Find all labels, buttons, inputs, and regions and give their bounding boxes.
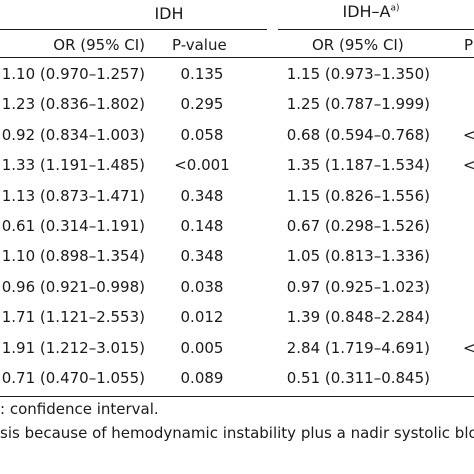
cell-or-ci-idh: 0.92 (0.834–1.003) bbox=[1, 126, 145, 144]
subheader-or-ci-idh: OR (95% CI) bbox=[53, 36, 145, 54]
group-rule-idh bbox=[0, 29, 267, 30]
cell-pvalue-idh: 0.058 bbox=[180, 126, 224, 144]
footnote-marker: a) bbox=[390, 3, 400, 14]
group-header-idh-a: IDH–Aa) bbox=[342, 2, 400, 21]
cell-pvalue-idh: 0.005 bbox=[180, 339, 224, 357]
cell-or-ci-idh: 0.61 (0.314–1.191) bbox=[1, 217, 145, 235]
cell-or-ci-idh-a: 0.97 (0.925–1.023) bbox=[286, 278, 430, 296]
cell-or-ci-idh-a: 1.25 (0.787–1.999) bbox=[286, 95, 430, 113]
cell-pvalue-idh: 0.148 bbox=[180, 217, 224, 235]
cell-or-ci-idh-a: 0.68 (0.594–0.768) bbox=[286, 126, 430, 144]
cell-pvalue-idh: 0.135 bbox=[180, 65, 224, 83]
cell-or-ci-idh-a: 2.84 (1.719–4.691) bbox=[286, 339, 430, 357]
cell-or-ci-idh-a: 1.15 (0.826–1.556) bbox=[286, 187, 430, 205]
cell-or-ci-idh: 1.13 (0.873–1.471) bbox=[1, 187, 145, 205]
cell-or-ci-idh: 0.96 (0.921–0.998) bbox=[1, 278, 145, 296]
cell-pvalue-idh: 0.295 bbox=[180, 95, 224, 113]
footnote-ci: : confidence interval. bbox=[0, 400, 159, 418]
cell-pvalue-idh: 0.012 bbox=[180, 308, 224, 326]
cell-pvalue-idh: <0.001 bbox=[174, 156, 230, 174]
cell-pvalue-idh-a: < bbox=[463, 339, 474, 357]
cell-or-ci-idh-a: 1.05 (0.813–1.336) bbox=[286, 247, 430, 265]
footnote-idh-a: sis because of hemodynamic instability p… bbox=[0, 424, 474, 442]
cell-or-ci-idh-a: 0.67 (0.298–1.526) bbox=[286, 217, 430, 235]
cell-or-ci-idh: 1.23 (0.836–1.802) bbox=[1, 95, 145, 113]
group-header-idh: IDH bbox=[154, 4, 184, 23]
cell-pvalue-idh: 0.348 bbox=[180, 247, 224, 265]
cell-or-ci-idh: 1.10 (0.970–1.257) bbox=[1, 65, 145, 83]
bottom-rule bbox=[0, 396, 474, 397]
cell-or-ci-idh-a: 1.39 (0.848–2.284) bbox=[286, 308, 430, 326]
cell-pvalue-idh: 0.089 bbox=[180, 369, 224, 387]
cell-or-ci-idh: 1.71 (1.121–2.553) bbox=[1, 308, 145, 326]
group-rule-idh-a bbox=[278, 29, 474, 30]
cell-or-ci-idh: 1.33 (1.191–1.485) bbox=[1, 156, 145, 174]
cell-or-ci-idh: 1.91 (1.212–3.015) bbox=[1, 339, 145, 357]
cell-pvalue-idh-a: < bbox=[463, 126, 474, 144]
subheader-pvalue-idh-a: P bbox=[464, 36, 474, 54]
cell-or-ci-idh: 1.10 (0.898–1.354) bbox=[1, 247, 145, 265]
cell-or-ci-idh-a: 0.51 (0.311–0.845) bbox=[286, 369, 430, 387]
cell-pvalue-idh: 0.038 bbox=[180, 278, 224, 296]
cell-or-ci-idh: 0.71 (0.470–1.055) bbox=[1, 369, 145, 387]
subheader-or-ci-idh-a: OR (95% CI) bbox=[312, 36, 404, 54]
cell-or-ci-idh-a: 1.35 (1.187–1.534) bbox=[286, 156, 430, 174]
subheader-pvalue-idh: P-value bbox=[172, 36, 227, 54]
cell-or-ci-idh-a: 1.15 (0.973–1.350) bbox=[286, 65, 430, 83]
cell-pvalue-idh: 0.348 bbox=[180, 187, 224, 205]
header-rule bbox=[0, 57, 474, 58]
cell-pvalue-idh-a: < bbox=[463, 156, 474, 174]
